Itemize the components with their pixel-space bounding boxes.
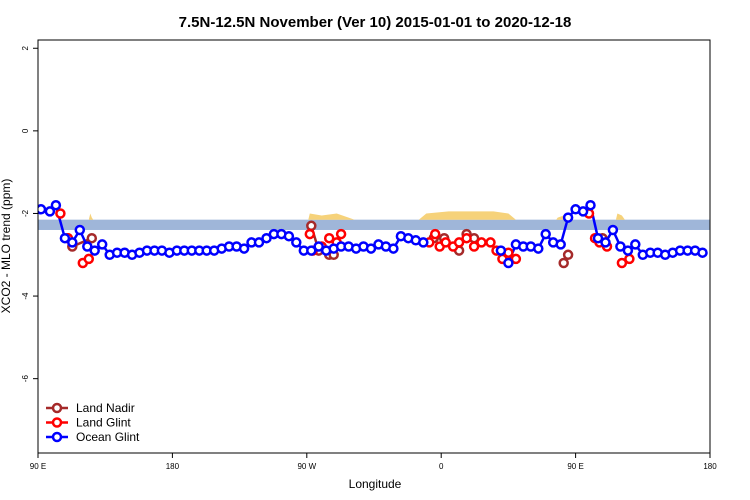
land-nadir-point: [562, 249, 574, 261]
plot-frame: [37, 39, 711, 454]
land-glint-point: [461, 232, 472, 244]
land-nadir-point: [306, 220, 317, 232]
land-glint-point: [510, 253, 522, 265]
ocean-glint-point: [89, 245, 100, 256]
legend-ocean-glint-label: Ocean Glint: [76, 430, 140, 444]
legend-land-nadir-marker: [51, 402, 63, 414]
ocean-glint-point: [306, 245, 317, 256]
plot-area: [38, 199, 710, 269]
ocean-glint-point: [622, 245, 634, 256]
ocean-glint-point: [74, 224, 86, 236]
ocean-glint-point: [555, 239, 566, 250]
ocean-glint-point: [615, 241, 626, 252]
ocean-glint-point: [50, 199, 62, 211]
legend-land-nadir-label: Land Nadir: [76, 401, 135, 415]
reference-band: [38, 219, 710, 230]
axes: 90 E 180 90 W 0 90 E 180 -6 -4 -2 0 2: [21, 45, 717, 471]
ocean-glint-point: [388, 243, 399, 254]
x-tick-label: 90 E: [567, 462, 583, 471]
land-glint-point: [485, 237, 496, 248]
ocean-glint-point: [533, 243, 544, 254]
legend-land-glint-label: Land Glint: [76, 416, 131, 430]
y-tick-label: -2: [21, 209, 30, 217]
ocean-glint-point: [495, 245, 507, 256]
ocean-glint-point: [600, 237, 611, 248]
x-tick-label: 90 W: [297, 462, 316, 471]
ocean-glint-point: [44, 206, 56, 217]
y-axis-label: XCO2 - MLO trend (ppm): [0, 179, 13, 314]
chart-title: 7.5N-12.5N November (Ver 10) 2015-01-01 …: [179, 14, 572, 31]
land-glint-point: [304, 228, 316, 240]
land-glint-point: [468, 241, 480, 252]
land-glint-point: [55, 208, 66, 219]
ocean-glint-point: [630, 239, 641, 250]
legend-ocean-glint-marker: [51, 431, 63, 443]
ocean-glint-point: [82, 241, 93, 252]
y-tick-label: 0: [21, 128, 30, 133]
ocean-glint-point: [59, 232, 71, 244]
plot-content: [38, 199, 710, 269]
ocean-glint-point: [365, 243, 377, 254]
ocean-glint-point: [585, 199, 596, 211]
ocean-glint-point: [313, 241, 324, 252]
x-axis-label: Longitude: [349, 477, 402, 491]
y-tick-label: 2: [21, 45, 30, 50]
land-glint-point: [323, 232, 335, 244]
land-glint-point: [453, 237, 465, 248]
land-nadir-point: [558, 257, 569, 269]
ocean-glint-point: [283, 230, 295, 242]
ocean-glint-point: [238, 243, 250, 254]
ocean-glint-point: [577, 206, 589, 217]
land-glint-point: [624, 253, 635, 265]
land-region-2: [308, 213, 355, 220]
ocean-glint-point: [562, 212, 574, 223]
ocean-glint-point: [96, 239, 108, 250]
x-tick-label: 90 E: [30, 462, 46, 471]
ocean-glint-point: [261, 232, 272, 244]
land-region-5: [615, 213, 625, 220]
ocean-glint-point: [67, 237, 78, 248]
land-glint-point: [476, 237, 487, 248]
land-glint-point: [83, 253, 95, 265]
land-glint-point: [616, 257, 628, 269]
ocean-glint-point: [418, 237, 429, 248]
land-region-3: [418, 211, 516, 220]
x-tick-label: 180: [703, 462, 717, 471]
land-glint-point: [335, 228, 347, 240]
x-tick-label: 180: [166, 462, 180, 471]
ocean-glint-point: [503, 257, 514, 269]
ocean-glint-point: [607, 224, 619, 236]
legend-land-glint-marker: [51, 417, 63, 428]
land-nadir-point: [86, 232, 98, 244]
ocean-glint-point: [540, 228, 551, 240]
ocean-glint-point: [291, 237, 302, 248]
ocean-glint-point: [697, 247, 708, 258]
y-tick-label: -6: [21, 375, 30, 383]
land-region-1: [88, 213, 94, 220]
y-tick-label: -4: [21, 292, 30, 300]
land-glint-point: [429, 228, 441, 240]
x-tick-label: 0: [439, 462, 444, 471]
land-glint-point: [440, 237, 451, 248]
ocean-glint-point: [592, 232, 604, 244]
ocean-glint-point: [38, 204, 47, 215]
ocean-glint-point: [253, 237, 265, 248]
